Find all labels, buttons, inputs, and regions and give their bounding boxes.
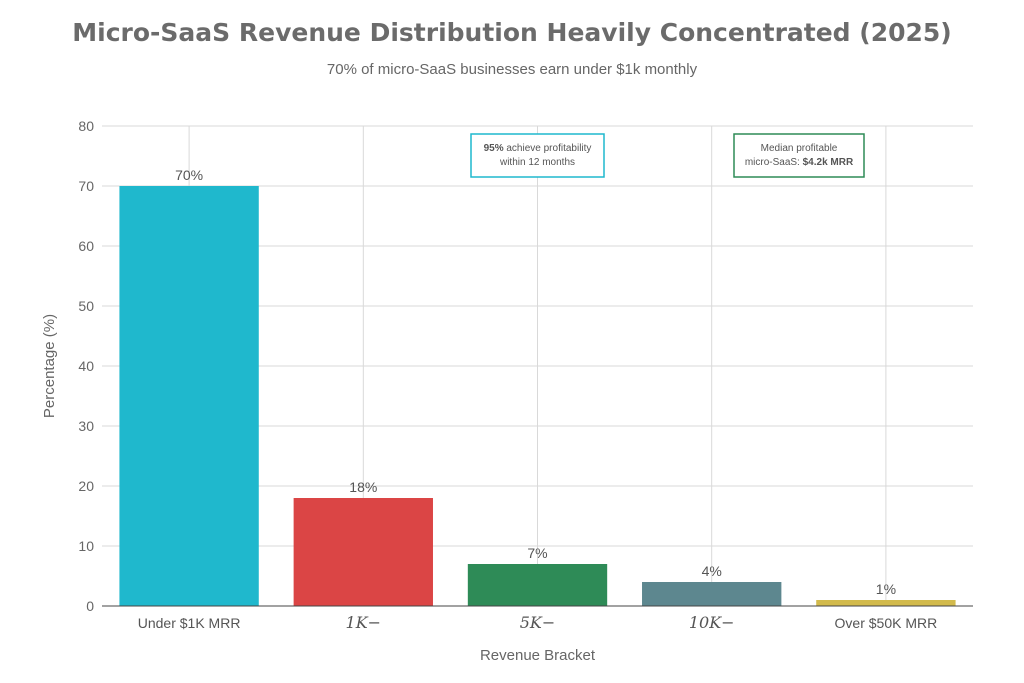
y-tick-label: 0 xyxy=(86,598,94,614)
data-label-4: 4% xyxy=(702,563,722,579)
bar-2 xyxy=(293,498,433,606)
bar-3 xyxy=(467,564,608,606)
annotation-prefix: micro-SaaS: xyxy=(745,157,803,168)
y-tick-label: 50 xyxy=(78,298,94,314)
annotation-rest: achieve profitability xyxy=(504,143,592,154)
x-tick-label-3: 5K− xyxy=(520,613,556,632)
data-label-1: 70% xyxy=(175,167,203,183)
y-tick-label: 30 xyxy=(78,418,94,434)
y-tick-label: 40 xyxy=(78,358,94,374)
bar-4 xyxy=(642,582,782,606)
data-label-3: 7% xyxy=(527,545,547,561)
data-label-5: 1% xyxy=(876,581,896,597)
bar-1 xyxy=(119,186,259,606)
y-axis-title: Percentage (%) xyxy=(41,314,58,418)
x-tick-label-1: Under $1K MRR xyxy=(138,615,241,631)
x-axis-title: Revenue Bracket xyxy=(480,647,596,664)
chart-subtitle: 70% of micro-SaaS businesses earn under … xyxy=(326,61,698,78)
x-tick-label-4: 10K− xyxy=(689,613,735,632)
y-tick-label: 10 xyxy=(78,538,94,554)
annotation-text-line2: micro-SaaS: $4.2k MRR xyxy=(745,157,854,168)
bar-5 xyxy=(816,600,956,606)
annotation-box-profitability xyxy=(470,133,605,178)
x-tick-label-2: 1K− xyxy=(346,613,382,632)
chart-title: Micro-SaaS Revenue Distribution Heavily … xyxy=(72,18,952,47)
y-tick-label: 70 xyxy=(78,178,94,194)
x-tick-label-5: Over $50K MRR xyxy=(835,615,938,631)
annotation-box-median xyxy=(733,133,865,178)
annotation-text-line1: 95% achieve profitability xyxy=(484,143,592,154)
data-label-2: 18% xyxy=(349,479,377,495)
annotation-text-line2: within 12 months xyxy=(499,157,575,168)
y-tick-label: 80 xyxy=(78,118,94,134)
y-tick-label: 60 xyxy=(78,238,94,254)
annotation-text-line1: Median profitable xyxy=(761,143,838,154)
annotation-bold: 95% xyxy=(484,143,504,154)
y-tick-label: 20 xyxy=(78,478,94,494)
annotation-bold: $4.2k MRR xyxy=(803,157,854,168)
